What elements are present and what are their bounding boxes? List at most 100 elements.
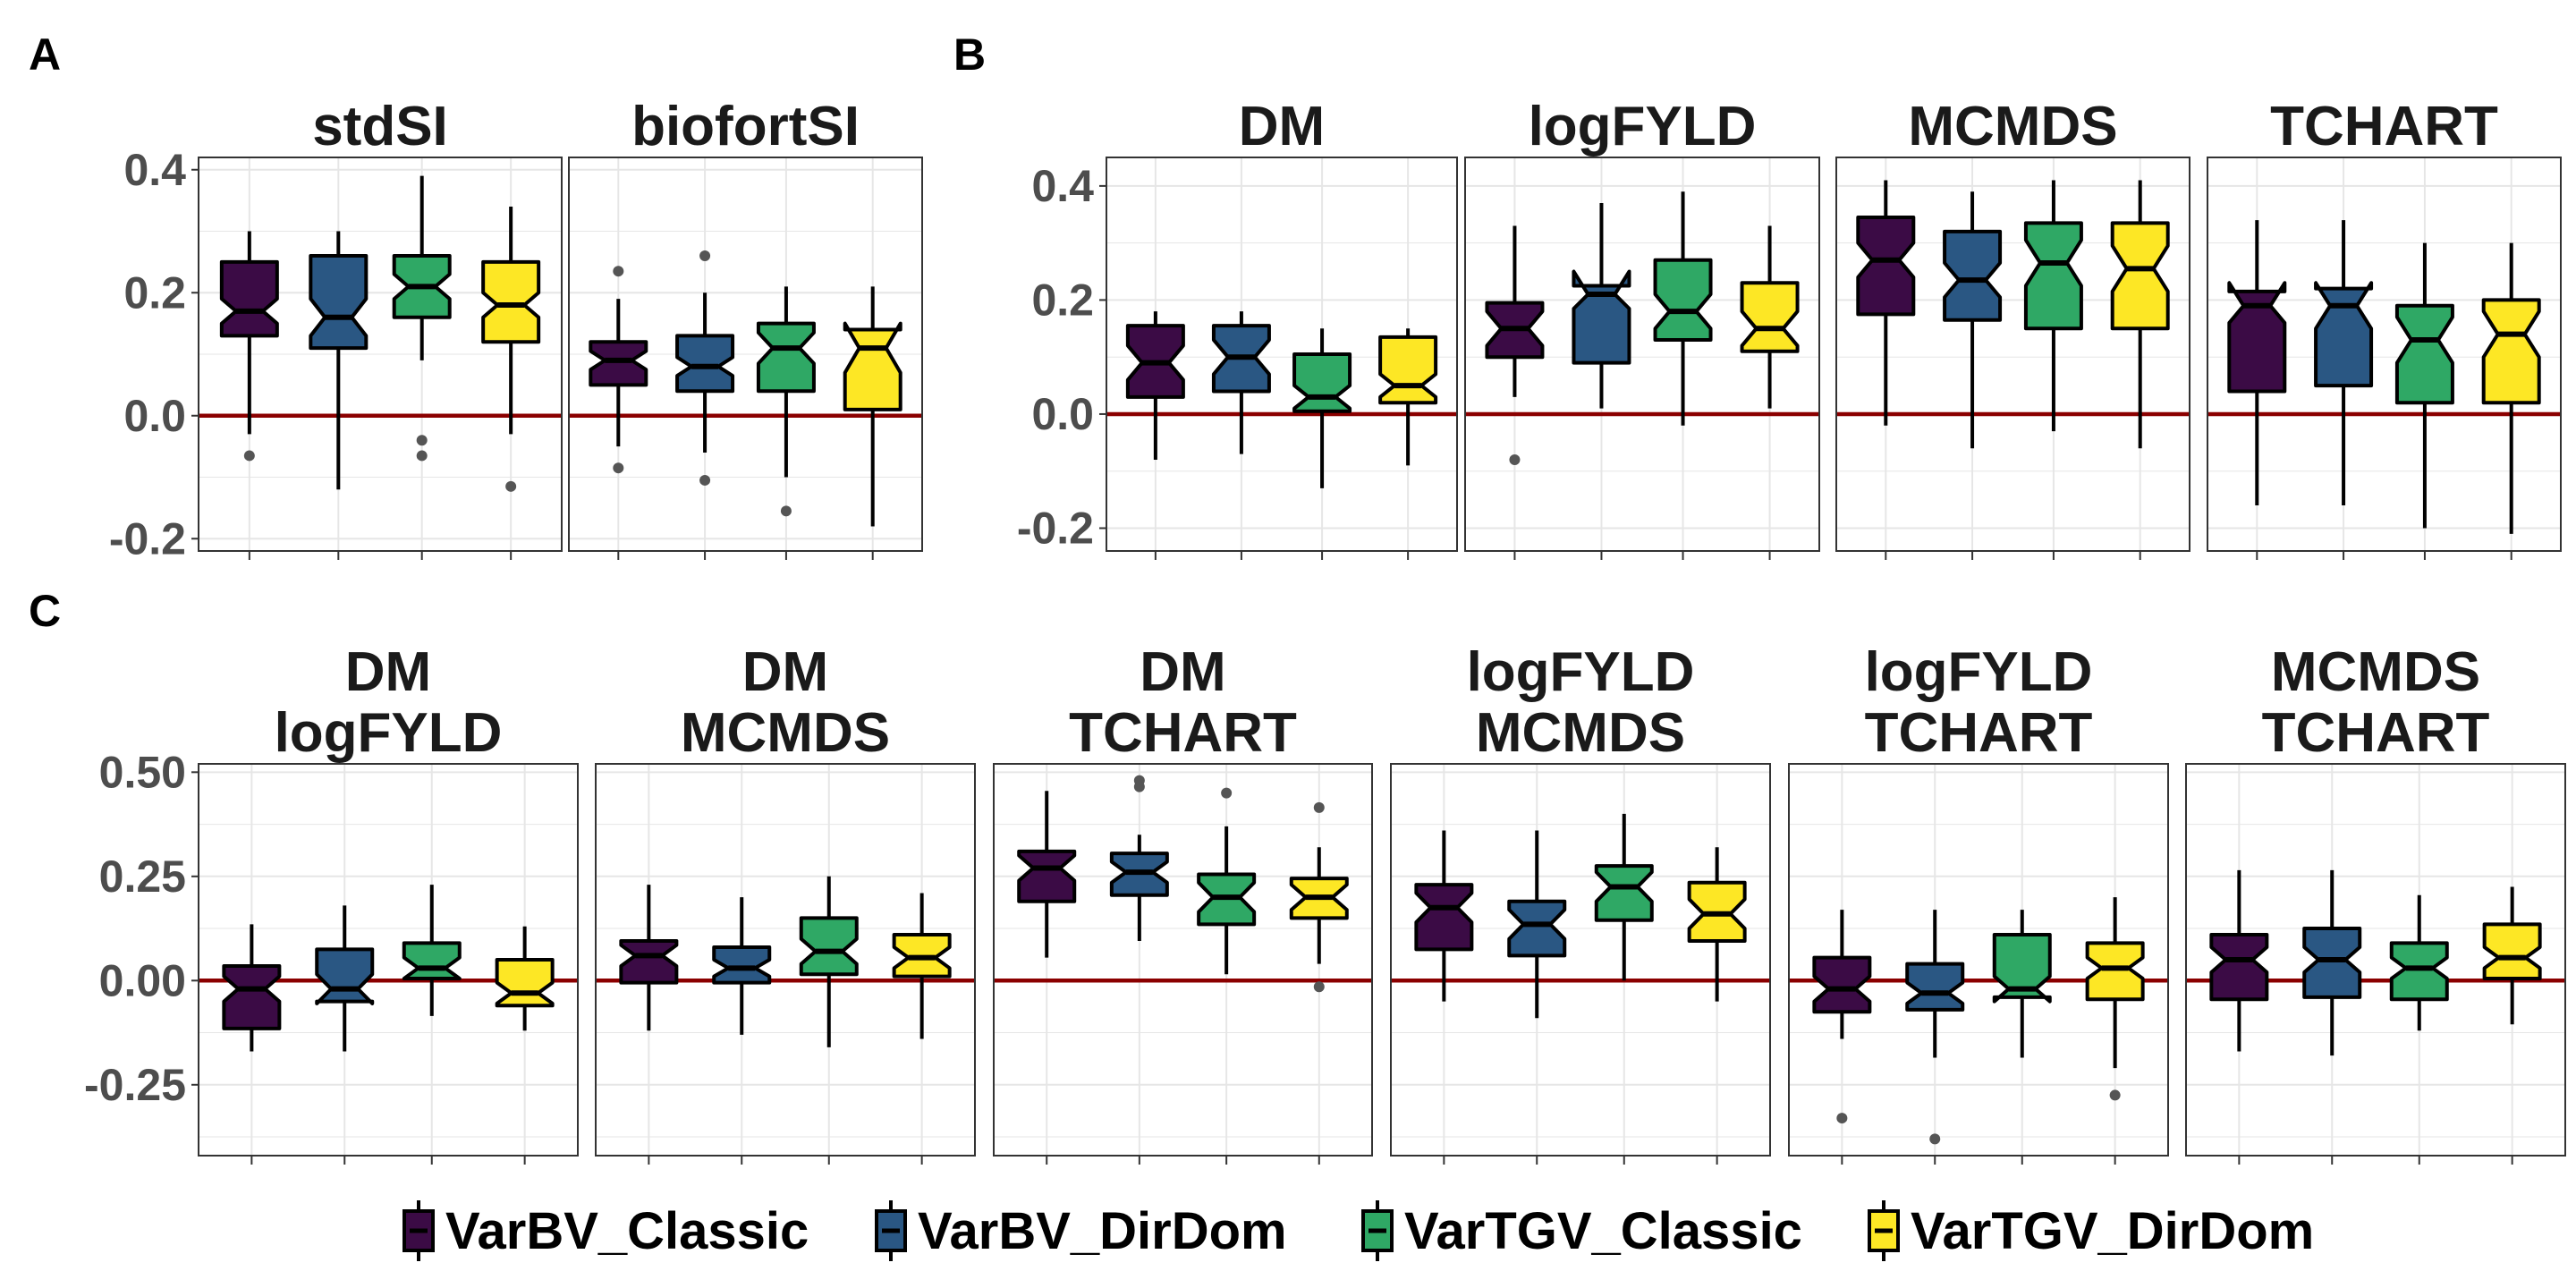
box — [1017, 849, 1077, 903]
box — [2302, 927, 2362, 999]
box — [756, 321, 816, 394]
boxplot-VarBV_DirDom — [1905, 910, 1965, 1145]
outlier-point — [2109, 1089, 2121, 1101]
panel-border — [1464, 157, 1820, 552]
box — [2023, 221, 2083, 331]
panel-label-B: B — [953, 30, 986, 80]
y-tick-label: 0.2 — [1031, 275, 1094, 325]
box — [1812, 955, 1872, 1014]
box — [712, 945, 772, 985]
legend-item-VarTGV_DirDom: VarTGV_DirDom — [1868, 1200, 2314, 1261]
outlier-point — [416, 435, 428, 446]
boxplot-VarBV_Classic — [2227, 220, 2287, 505]
facet-title: stdSI — [312, 96, 448, 157]
box — [675, 334, 735, 394]
boxplot-VarBV_Classic — [619, 885, 679, 1031]
box — [619, 939, 679, 985]
facet-title: TCHART — [1069, 702, 1297, 764]
boxplot-VarTGV_DirDom — [1740, 225, 1800, 409]
facet-title: TCHART — [1865, 702, 2093, 764]
y-tick-label: -0.2 — [1017, 503, 1094, 553]
facet-title: MCMDS — [2271, 641, 2480, 703]
boxplot-VarBV_Classic — [1017, 791, 1077, 958]
outlier-point — [1929, 1133, 1941, 1145]
panel-border — [198, 157, 563, 552]
box — [315, 947, 375, 1005]
boxplot-VarBV_DirDom — [1109, 775, 1169, 942]
outlier-point — [699, 250, 711, 261]
boxplot-VarTGV_Classic — [1992, 910, 2052, 1058]
boxplot-VarTGV_Classic — [402, 885, 462, 1016]
boxplot-VarBV_DirDom — [712, 897, 772, 1035]
boxplot-VarBV_Classic — [1125, 311, 1185, 460]
facet-B-3: MCMDS — [1835, 96, 2190, 560]
boxplot-VarTGV_Classic — [1292, 328, 1352, 488]
legend-label: VarBV_Classic — [445, 1202, 809, 1260]
boxplot-VarBV_Classic — [2209, 869, 2269, 1052]
panel-border — [1390, 763, 1771, 1157]
box — [2314, 281, 2374, 388]
box — [1905, 962, 1965, 1012]
box — [309, 254, 369, 351]
boxplot-VarTGV_DirDom — [892, 893, 952, 1039]
panel-border — [993, 763, 1373, 1157]
box — [2389, 941, 2449, 1002]
outlier-point — [1509, 453, 1521, 465]
panel-border — [198, 763, 579, 1157]
boxplot-VarTGV_DirDom — [2110, 180, 2170, 449]
boxplot-VarBV_DirDom — [1211, 311, 1271, 454]
facet-title: logFYLD — [1467, 641, 1695, 703]
boxplot-VarBV_DirDom — [1943, 191, 2003, 449]
box — [1378, 335, 1438, 405]
box — [2394, 303, 2454, 405]
facet-B-4: TCHART — [2207, 96, 2562, 560]
y-tick-label: 0.0 — [1031, 389, 1094, 439]
boxplot-VarTGV_Classic — [1653, 191, 1713, 426]
legend-key-box — [1361, 1209, 1394, 1252]
facet-title: logFYLD — [1865, 641, 2093, 703]
box — [1292, 352, 1352, 413]
panel-border — [1106, 157, 1458, 552]
box — [481, 259, 541, 344]
box — [2482, 922, 2542, 980]
box — [2481, 298, 2541, 405]
boxplot-VarTGV_Classic — [392, 175, 452, 462]
boxplot-VarTGV_DirDom — [2482, 886, 2542, 1025]
facet-title: DM — [1140, 641, 1225, 703]
outlier-point — [505, 480, 517, 492]
boxplot-VarBV_Classic — [1414, 830, 1474, 1002]
facet-title: DM — [1239, 96, 1325, 157]
boxplot-VarTGV_Classic — [1197, 787, 1257, 975]
box — [219, 259, 279, 338]
boxplot-VarBV_Classic — [1856, 180, 1916, 426]
facet-A-2: biofortSI — [568, 96, 923, 560]
boxplot-VarTGV_Classic — [2389, 894, 2449, 1031]
facet-title: MCMDS — [1908, 96, 2117, 157]
facet-A-1: stdSI — [198, 96, 563, 560]
boxplot-VarBV_DirDom — [675, 250, 735, 486]
outlier-point — [1313, 981, 1325, 993]
box — [1943, 229, 2003, 322]
box — [1572, 269, 1631, 365]
facet-title: logFYLD — [275, 702, 503, 764]
boxplot-VarBV_Classic — [1812, 910, 1872, 1124]
facet-title: DM — [345, 641, 431, 703]
boxplot-VarBV_DirDom — [309, 231, 369, 490]
boxplot-VarBV_DirDom — [315, 905, 375, 1052]
legend-label: VarBV_DirDom — [918, 1202, 1287, 1260]
legend-item-VarTGV_Classic: VarTGV_Classic — [1361, 1200, 1802, 1261]
box — [589, 340, 648, 387]
box — [1414, 883, 1474, 952]
boxplot-VarTGV_DirDom — [1289, 801, 1349, 993]
facet-title: DM — [742, 641, 828, 703]
facet-title: MCMDS — [1476, 702, 1685, 764]
box — [2209, 933, 2269, 1002]
y-tick-label: -0.2 — [109, 513, 186, 564]
